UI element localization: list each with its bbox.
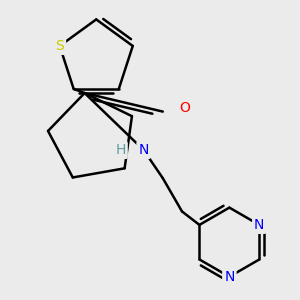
Text: S: S bbox=[55, 39, 64, 53]
Text: N: N bbox=[254, 218, 265, 232]
Text: N: N bbox=[224, 270, 235, 284]
Text: O: O bbox=[179, 101, 190, 115]
Text: N: N bbox=[138, 143, 149, 157]
Text: H: H bbox=[116, 143, 126, 157]
